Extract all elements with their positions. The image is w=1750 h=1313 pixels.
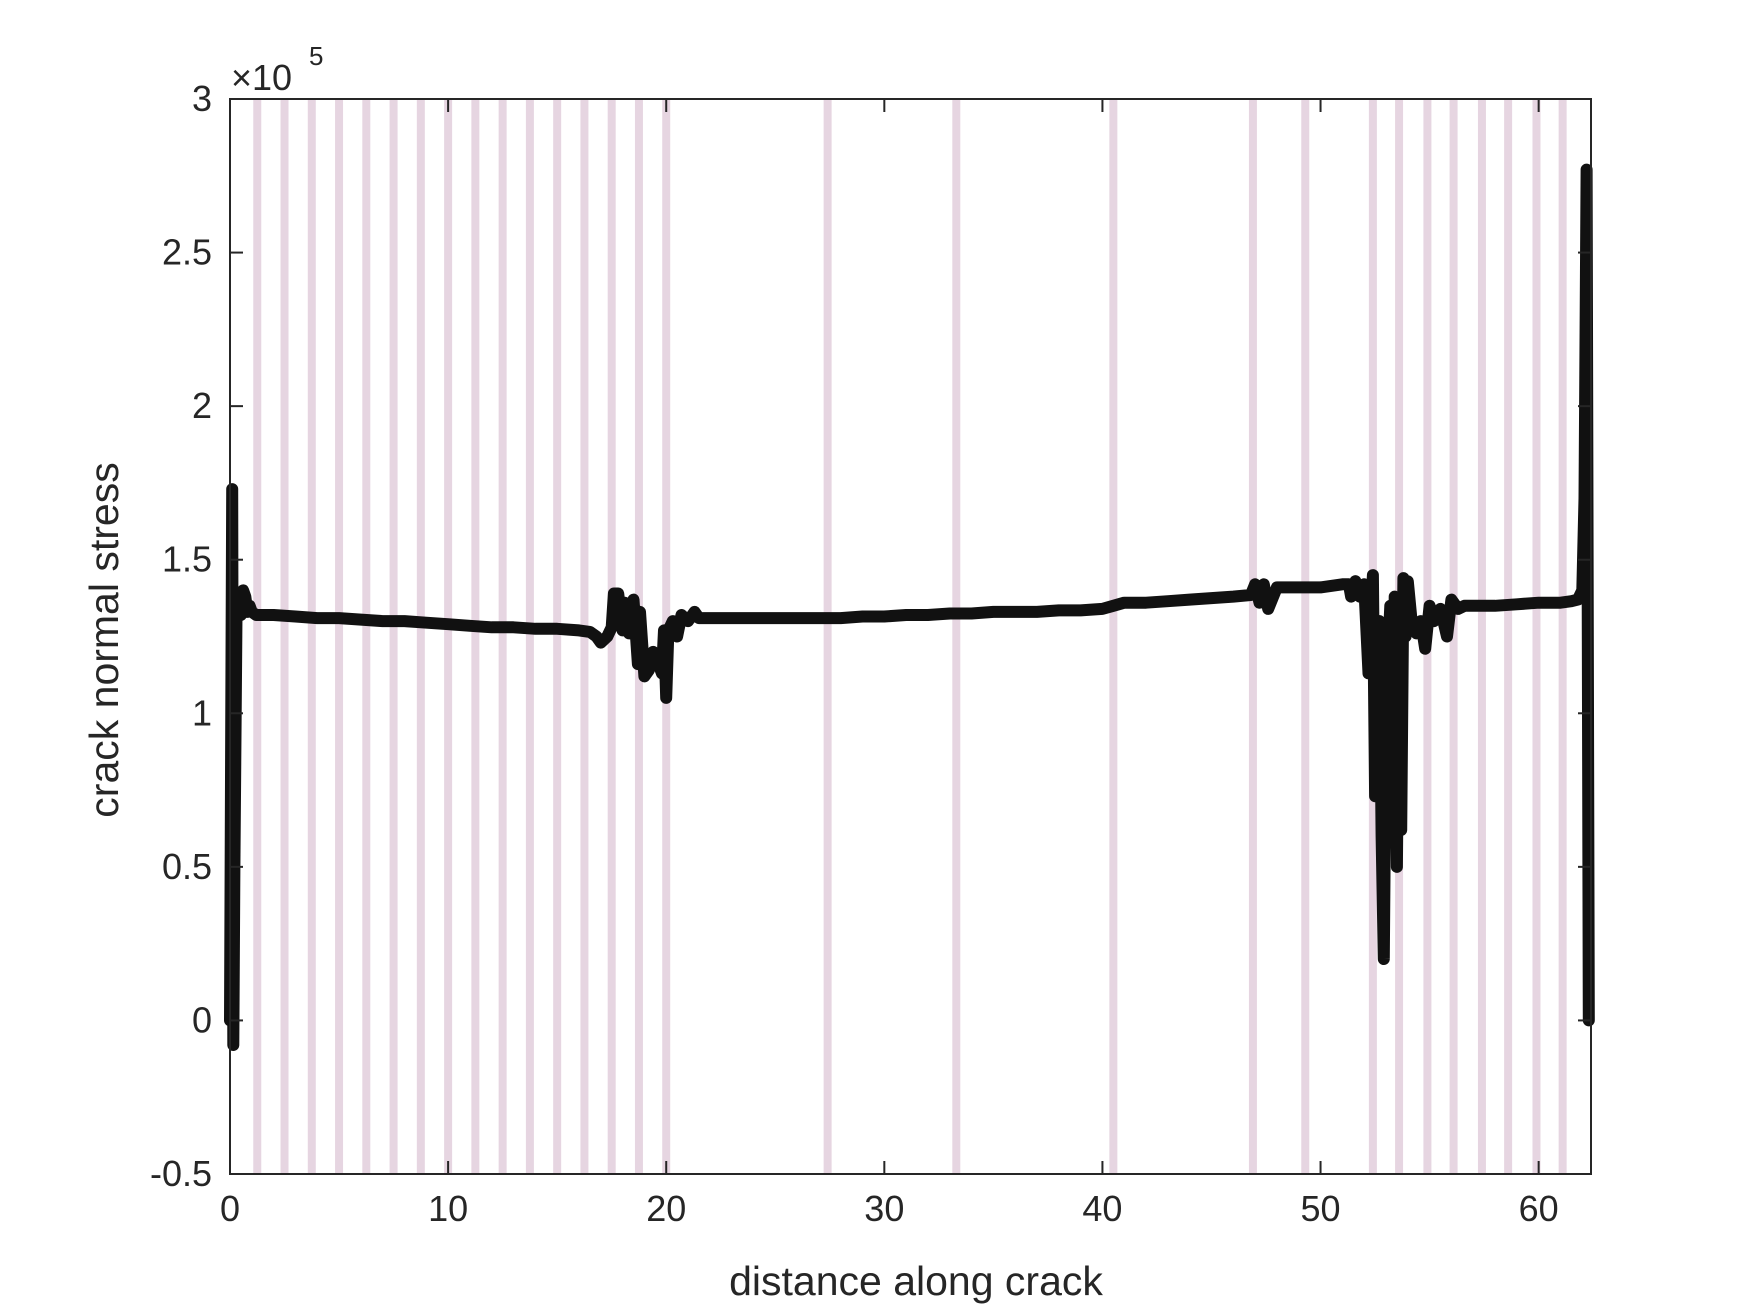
x-tick-label: 40 — [1082, 1188, 1122, 1229]
y-tick-label: 2 — [192, 385, 212, 426]
y-tick-label: 1.5 — [162, 539, 212, 580]
series-line — [224, 163, 1595, 1051]
y-tick-label: 2.5 — [162, 232, 212, 273]
x-axis-label: distance along crack — [729, 1258, 1103, 1304]
x-tick-label: 50 — [1301, 1188, 1341, 1229]
y-tick-label: -0.5 — [150, 1153, 212, 1194]
x-tick-label: 20 — [646, 1188, 686, 1229]
x-tick-label: 0 — [220, 1188, 240, 1229]
y-tick-label: 0.5 — [162, 846, 212, 887]
y-axis-ticks: -0.5 0 0.5 1 1.5 2 2.5 3 — [150, 78, 1591, 1194]
x-tick-label: 10 — [428, 1188, 468, 1229]
y-tick-label: 0 — [192, 999, 212, 1040]
series-layer — [224, 163, 1595, 1051]
axes-box — [229, 98, 1592, 1175]
x-axis-ticks: 0 10 20 30 40 50 60 — [220, 99, 1559, 1229]
x-tick-label: 30 — [864, 1188, 904, 1229]
y-multiplier-exponent: 5 — [309, 41, 323, 71]
y-tick-label: 1 — [192, 692, 212, 733]
y-multiplier-base: ×10 — [231, 57, 292, 98]
x-tick-label: 60 — [1519, 1188, 1559, 1229]
y-axis-label: crack normal stress — [81, 462, 127, 817]
y-tick-label: 3 — [192, 78, 212, 119]
y-axis-multiplier: ×10 5 — [231, 41, 323, 98]
